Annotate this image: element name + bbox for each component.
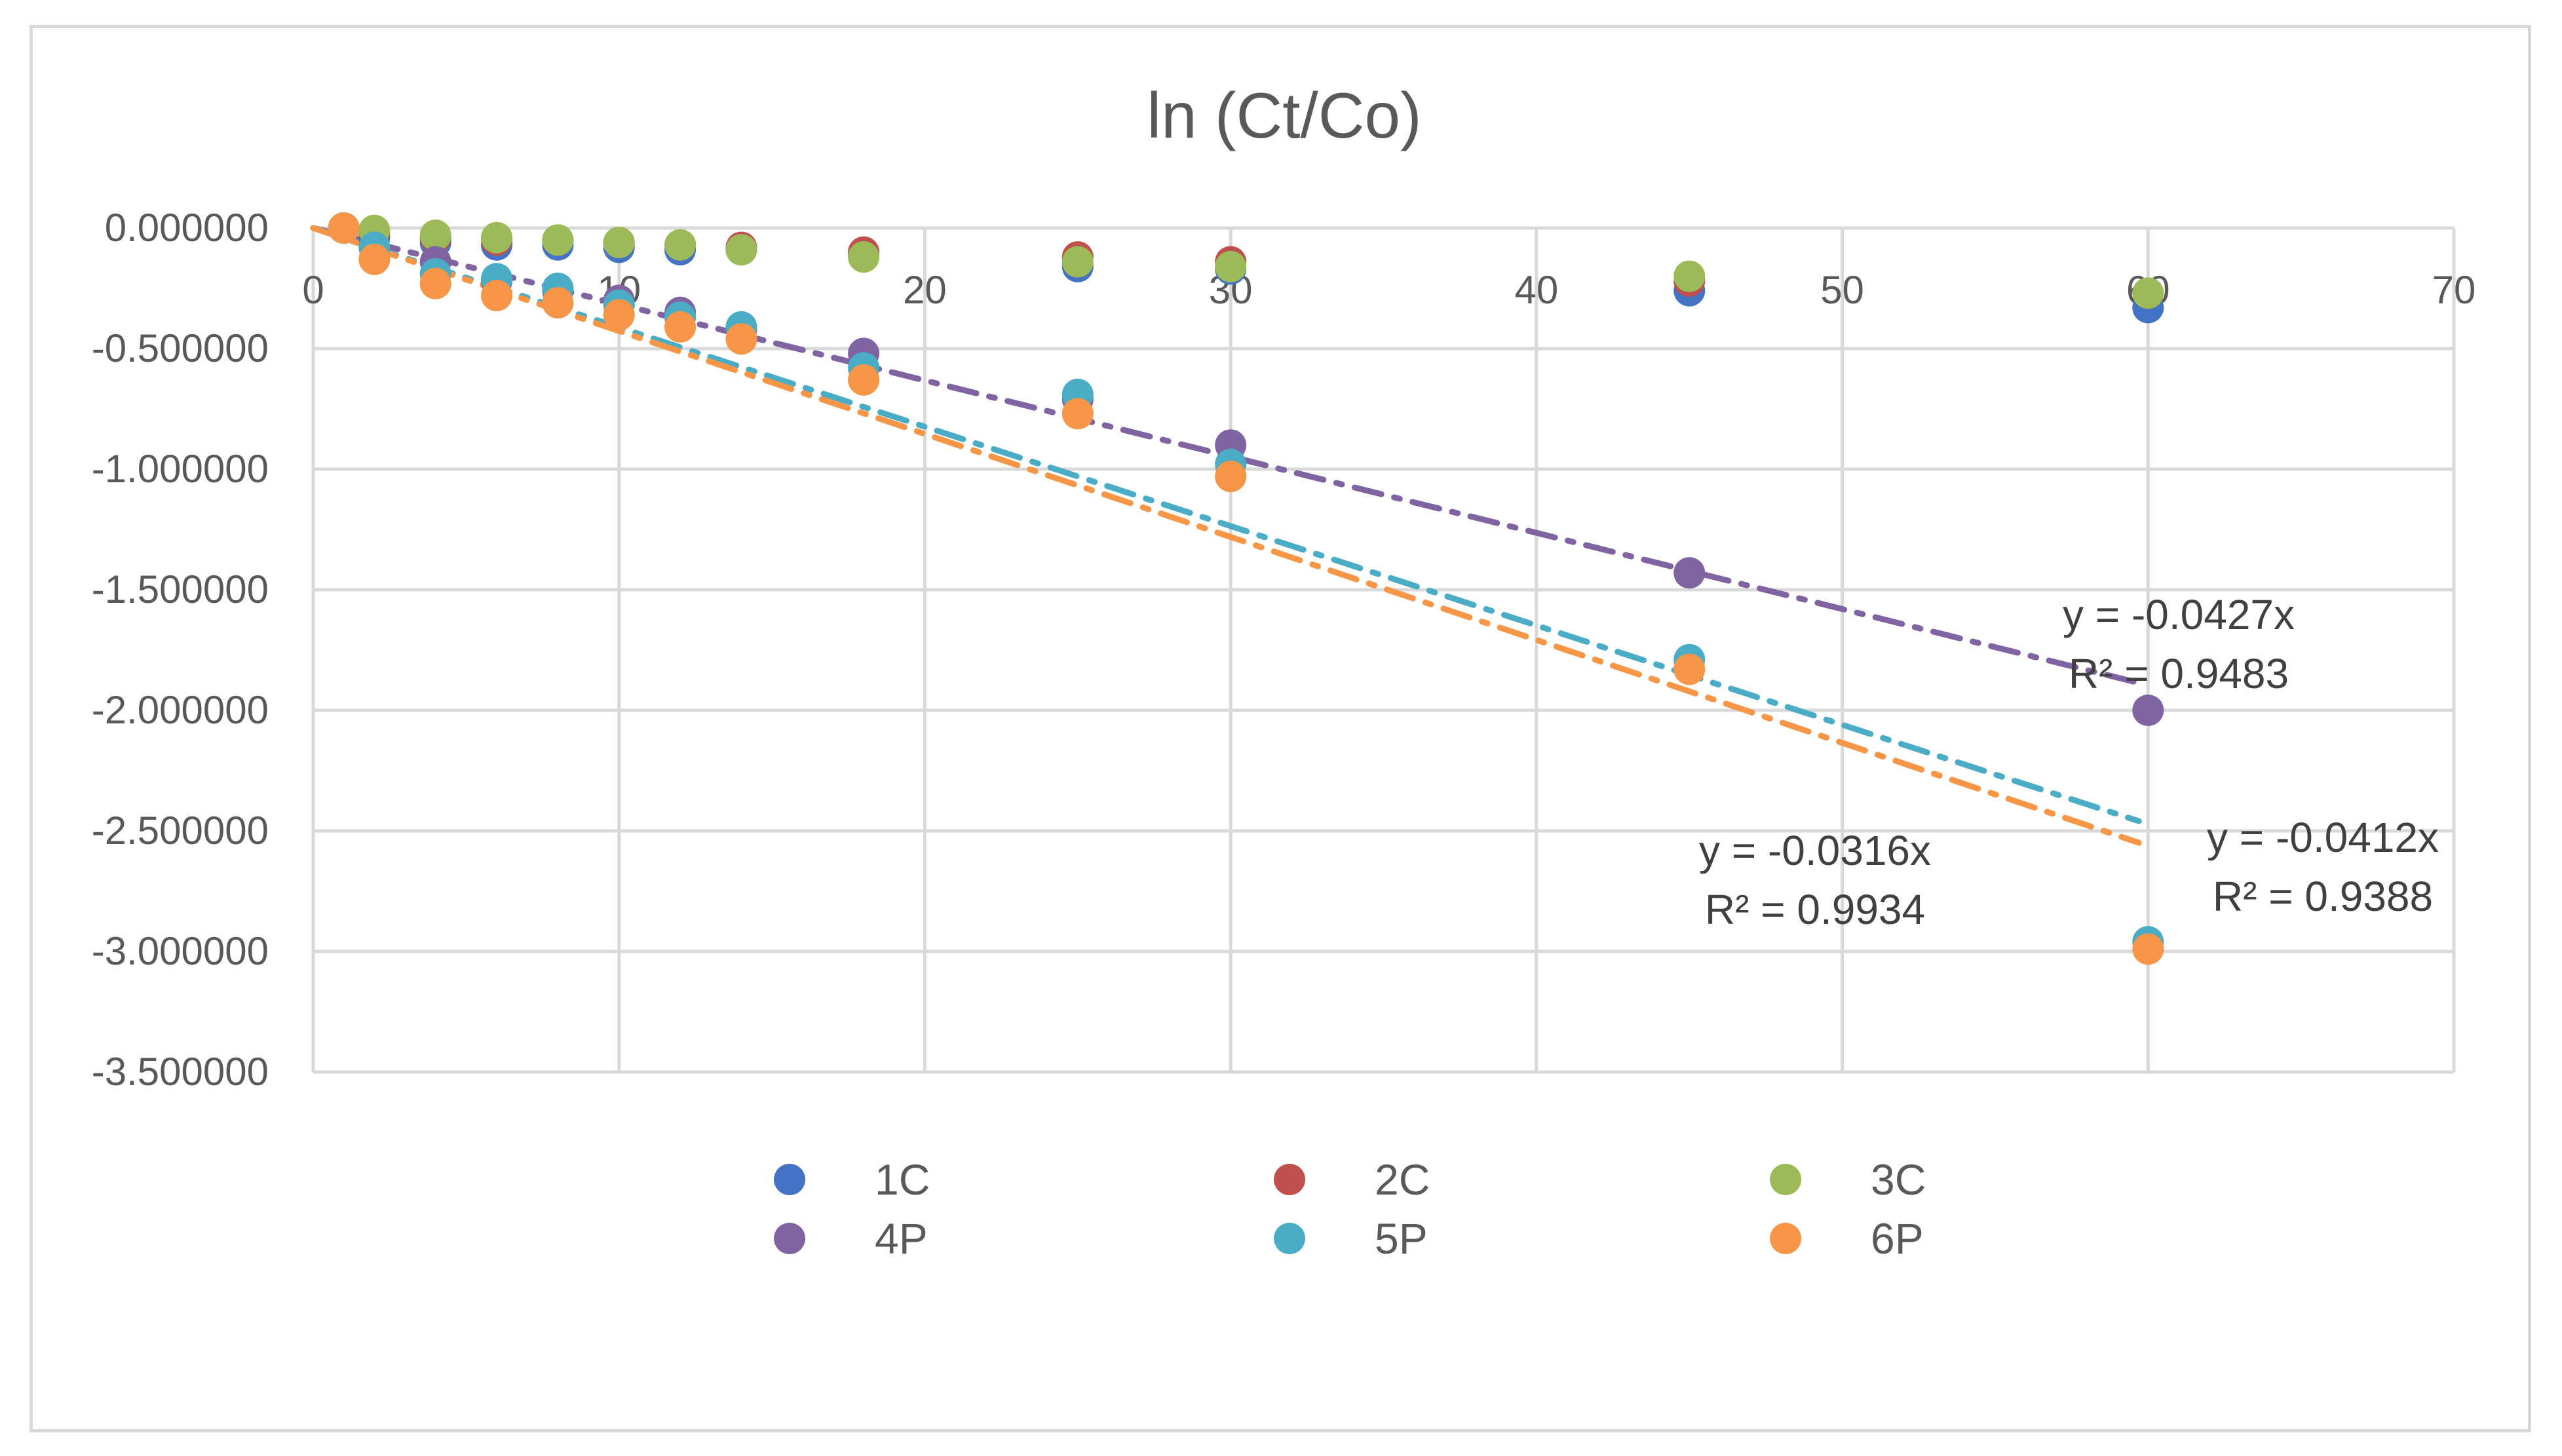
legend-label-4p: 4P	[875, 1214, 928, 1263]
legend-label-2c: 2C	[1375, 1155, 1430, 1204]
data-point-6p	[725, 323, 757, 355]
data-point-3c	[1061, 246, 1094, 278]
y-tick-label: 0.000000	[105, 206, 269, 250]
trendline-r-squared: R² = 0.9934	[1705, 886, 1925, 933]
data-point-6p	[1061, 398, 1094, 430]
data-point-3c	[2132, 277, 2164, 309]
data-point-6p	[1673, 653, 1706, 685]
data-point-6p	[481, 280, 513, 312]
data-point-3c	[542, 224, 574, 256]
x-tick-label: 0	[302, 268, 324, 312]
data-point-3c	[848, 241, 880, 273]
legend-label-6p: 6P	[1871, 1214, 1924, 1263]
x-tick-label: 50	[1820, 268, 1864, 312]
legend: 1C 2C 3C 4P 5P 6P	[774, 1155, 1926, 1263]
y-tick-label: -0.500000	[92, 326, 269, 370]
data-point-3c	[664, 229, 697, 261]
legend-marker-2c	[1274, 1164, 1305, 1195]
trendline-equation: y = -0.0427x	[2063, 591, 2295, 638]
data-point-4p	[2132, 695, 2164, 726]
legend-label-1c: 1C	[875, 1155, 930, 1204]
x-tick-label: 40	[1514, 268, 1558, 312]
trendline-r-squared: R² = 0.9388	[2213, 873, 2433, 920]
trendline-equation: y = -0.0316x	[1699, 827, 1931, 874]
trendline-annotations: y = -0.0316x R² = 0.9934 y = -0.0412x R² = …	[1699, 591, 2439, 933]
chart-title: ln (Ct/Co)	[1147, 79, 1421, 151]
y-tick-label: -1.000000	[92, 447, 269, 491]
data-point-6p	[328, 212, 360, 244]
data-point-3c	[419, 220, 451, 252]
x-tick-label: 70	[2432, 268, 2476, 312]
legend-marker-4p	[774, 1223, 805, 1254]
y-tick-label: -1.500000	[92, 567, 269, 611]
axes: 0.000000 -0.500000 -1.000000 -1.500000 -2.00…	[92, 206, 2476, 1094]
legend-marker-3c	[1770, 1164, 1801, 1195]
data-point-3c	[725, 234, 757, 266]
data-points	[328, 212, 2164, 965]
legend-marker-6p	[1770, 1223, 1801, 1254]
data-point-6p	[419, 267, 451, 299]
y-tick-label: -3.500000	[92, 1050, 269, 1094]
trendline-equation: y = -0.0412x	[2207, 814, 2439, 861]
data-point-3c	[481, 221, 513, 254]
trendline-6p	[310, 225, 2142, 846]
legend-label-3c: 3C	[1871, 1155, 1926, 1204]
legend-marker-5p	[1274, 1223, 1305, 1254]
data-point-4p	[1673, 557, 1706, 589]
data-point-6p	[358, 243, 391, 275]
x-tick-label: 20	[903, 268, 947, 312]
y-tick-label: -2.500000	[92, 809, 269, 853]
data-point-3c	[1215, 250, 1247, 282]
trendline-r-squared: R² = 0.9483	[2069, 650, 2289, 697]
data-point-3c	[603, 227, 635, 259]
trendline-5p	[310, 225, 2142, 824]
y-tick-label: -3.000000	[92, 929, 269, 973]
data-point-6p	[848, 364, 880, 396]
data-point-6p	[542, 287, 574, 319]
y-tick-label: -2.000000	[92, 688, 269, 732]
data-point-6p	[603, 299, 635, 331]
data-point-6p	[2132, 933, 2164, 965]
data-point-6p	[1215, 461, 1247, 493]
legend-label-5p: 5P	[1375, 1214, 1428, 1263]
legend-marker-1c	[774, 1164, 805, 1195]
data-point-6p	[664, 311, 697, 343]
data-point-3c	[1673, 260, 1706, 292]
trendlines	[310, 225, 2142, 846]
